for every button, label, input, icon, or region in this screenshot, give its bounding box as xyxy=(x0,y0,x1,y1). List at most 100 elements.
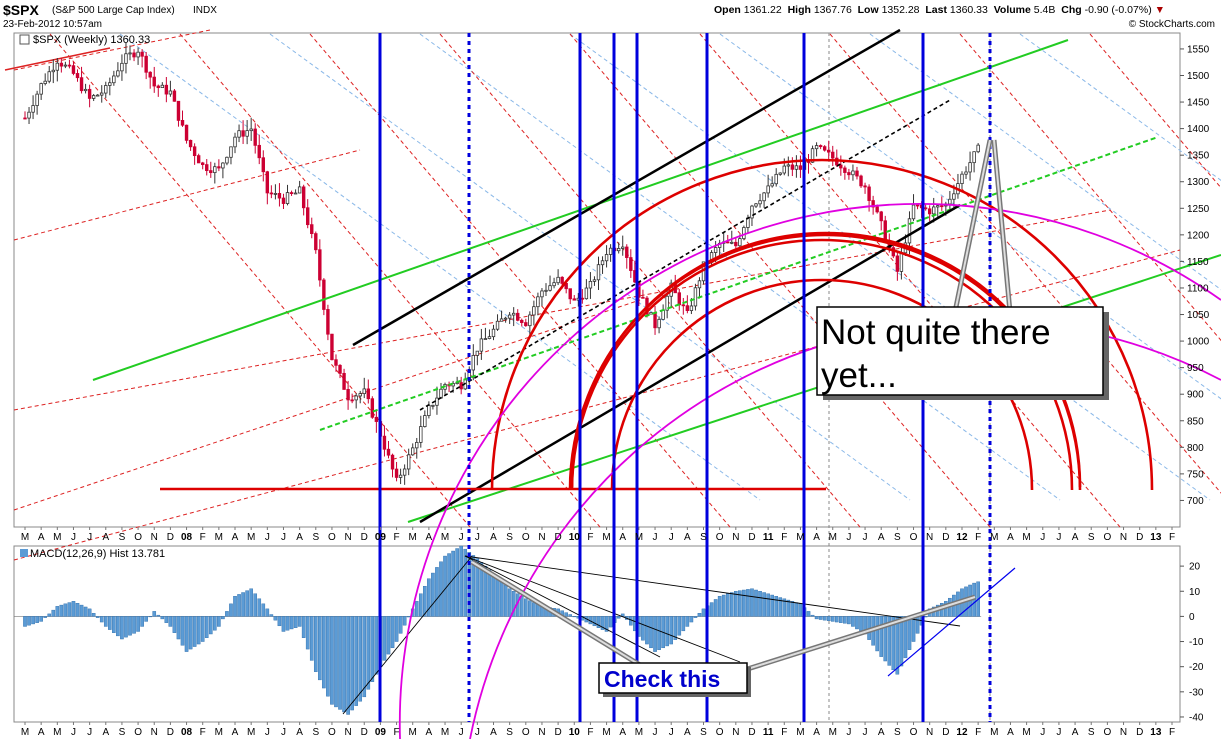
macd-trendline xyxy=(464,555,741,663)
macd-hist-bar xyxy=(51,609,56,617)
candle-body xyxy=(67,64,72,67)
macd-hist-bar xyxy=(701,608,706,617)
candle-body xyxy=(960,173,964,184)
candle-body xyxy=(734,241,738,247)
price-month-label: M xyxy=(247,532,255,543)
macd-month-label: J xyxy=(1040,727,1045,738)
candle-body xyxy=(936,205,940,208)
candle-body xyxy=(136,51,140,58)
macd-month-label: D xyxy=(1136,727,1143,738)
macd-hist-bar xyxy=(689,616,694,623)
overlay-lines xyxy=(4,29,1221,561)
candle-body xyxy=(35,93,39,106)
candle-body xyxy=(43,80,47,84)
macd-hist-bar xyxy=(443,555,447,617)
price-month-label: F xyxy=(587,532,593,543)
candle-body xyxy=(629,257,633,271)
macd-hist-bar xyxy=(281,616,286,632)
macd-hist-bar xyxy=(487,569,492,617)
candle-body xyxy=(196,155,201,164)
macd-hist-bar xyxy=(903,616,908,659)
macd-hist-bar xyxy=(693,616,698,618)
macd-month-label: N xyxy=(1120,727,1127,738)
candle-body xyxy=(362,388,366,395)
candle-body xyxy=(253,128,257,146)
macd-hist-bar xyxy=(463,548,468,617)
candle-body xyxy=(249,128,253,132)
candle-body xyxy=(560,276,564,284)
candle-body xyxy=(406,454,411,470)
candle-body xyxy=(310,224,314,235)
candle-body xyxy=(217,166,221,169)
candle-body xyxy=(241,130,245,137)
price-month-label: O xyxy=(716,532,724,543)
macd-hist-bar xyxy=(39,616,43,622)
macd-month-label: M xyxy=(829,727,837,738)
price-month-label: N xyxy=(1120,532,1127,543)
candle-body xyxy=(91,95,96,99)
macd-month-label: S xyxy=(700,727,707,738)
candle-body xyxy=(168,90,173,95)
macd-month-label: S xyxy=(1088,727,1095,738)
candle-body xyxy=(608,247,613,255)
price-month-label: M xyxy=(441,532,449,543)
macd-hist-bar xyxy=(184,616,189,652)
price-month-label: 09 xyxy=(375,532,387,543)
candle-body xyxy=(972,151,976,164)
candle-body xyxy=(269,192,274,195)
price-month-label: A xyxy=(813,532,820,543)
candle-body xyxy=(475,350,480,356)
candle-body xyxy=(907,218,912,244)
candle-body xyxy=(532,306,536,316)
candle-body xyxy=(184,124,189,141)
index-name: (S&P 500 Large Cap Index) xyxy=(52,5,175,16)
candle-body xyxy=(911,204,916,220)
price-month-label: F xyxy=(1169,532,1175,543)
macd-month-label: D xyxy=(748,727,755,738)
price-month-label: J xyxy=(653,532,658,543)
macd-trendline xyxy=(464,555,961,627)
macd-hist-bar xyxy=(677,616,682,636)
green-line xyxy=(407,254,1221,523)
macd-hist-bar xyxy=(346,616,350,715)
candle-body xyxy=(326,309,330,335)
price-month-label: D xyxy=(554,532,561,543)
macd-month-label: 09 xyxy=(375,727,387,738)
candle-body xyxy=(883,220,887,242)
candle-body xyxy=(342,372,346,390)
macd-hist-bar xyxy=(358,616,363,702)
price-month-label: J xyxy=(1056,532,1061,543)
candle-body xyxy=(100,92,104,96)
macd-hist-bar xyxy=(140,616,144,627)
price-month-label: J xyxy=(846,532,851,543)
macd-hist-bar xyxy=(237,594,241,617)
price-month-label: M xyxy=(796,532,804,543)
macd-hist-bar xyxy=(67,602,72,617)
macd-hist-bar xyxy=(673,616,678,640)
candle-body xyxy=(843,167,847,173)
macd-month-label: M xyxy=(21,727,29,738)
candle-body xyxy=(213,166,217,174)
macd-month-label: O xyxy=(1103,727,1111,738)
macd-month-label: F xyxy=(394,727,400,738)
candle-body xyxy=(112,75,116,84)
candle-body xyxy=(827,149,831,153)
price-month-label: M xyxy=(409,532,417,543)
macd-hist-bar xyxy=(160,616,165,620)
macd-hist-bar xyxy=(350,616,354,711)
callout-check-this: Check this xyxy=(470,559,976,697)
macd-hist-bar xyxy=(398,616,403,634)
macd-hist-bar xyxy=(156,614,161,617)
macd-hist-bar xyxy=(253,593,258,617)
macd-hist-bar xyxy=(322,616,326,689)
candle-body xyxy=(205,164,209,171)
price-month-label: A xyxy=(296,532,303,543)
candle-body xyxy=(370,398,375,418)
macd-month-label: 08 xyxy=(181,727,193,738)
price-month-label: M xyxy=(53,532,61,543)
candle-body xyxy=(87,88,92,99)
candle-body xyxy=(47,71,51,82)
candle-body xyxy=(516,312,520,321)
macd-month-label: O xyxy=(328,727,336,738)
candle-body xyxy=(742,227,746,240)
